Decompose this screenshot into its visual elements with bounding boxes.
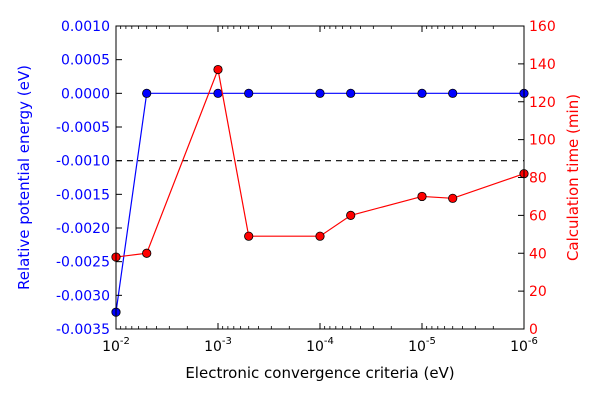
right-tick-label: 160	[529, 19, 556, 35]
data-point-left	[417, 88, 427, 98]
series-line-left	[115, 92, 524, 313]
x-tick-label: 10-4	[306, 336, 334, 355]
data-point-left	[244, 88, 254, 98]
data-point-left	[213, 88, 223, 98]
x-axis-label: Electronic convergence criteria (eV)	[185, 364, 454, 382]
right-tick-label: 60	[529, 208, 547, 224]
right-tick-label: 120	[529, 95, 556, 111]
x-axis-ticks: 10-2 10-3 10-4 10-5 10-6	[102, 26, 538, 355]
right-tick-label: 40	[529, 246, 547, 262]
left-tick-label: -0.0025	[56, 255, 110, 271]
data-point-right	[213, 64, 223, 75]
data-point-right	[417, 191, 427, 202]
data-point-left	[142, 88, 152, 98]
x-tick-label: 10-6	[510, 336, 538, 355]
left-tick-label: -0.0010	[56, 154, 110, 170]
left-tick-label: 0.0000	[61, 86, 110, 102]
left-tick-label: -0.0035	[56, 322, 110, 338]
data-point-right	[244, 231, 254, 241]
right-axis-ticks: 160 140 120 100 80 60 40 20 0	[518, 19, 556, 338]
data-point-right	[448, 193, 458, 203]
x-tick-label: 10-5	[408, 336, 436, 355]
x-tick-label: 10-2	[102, 336, 130, 355]
left-axis-ticks: 0.0010 0.0005 0.0000 -0.0005 -0.0010 -0.0015 -…	[56, 19, 122, 338]
left-axis-label: Relative potential energy (eV)	[15, 65, 33, 290]
right-tick-label: 0	[529, 322, 538, 338]
data-point-right	[315, 231, 325, 241]
left-tick-label: 0.0005	[61, 53, 110, 69]
right-axis-label: Calculation time (min)	[564, 94, 582, 261]
left-tick-label: 0.0010	[61, 19, 110, 35]
left-tick-label: -0.0005	[56, 120, 110, 136]
x-tick-label: 10-3	[204, 336, 232, 355]
plot-frame	[115, 25, 525, 330]
left-tick-label: -0.0020	[56, 221, 110, 237]
data-point-right	[346, 210, 356, 220]
left-tick-label: -0.0030	[56, 288, 110, 304]
plot-area	[111, 64, 529, 317]
right-tick-label: 140	[529, 57, 556, 73]
left-tick-label: -0.0015	[56, 187, 110, 203]
data-point-left	[346, 88, 356, 98]
right-tick-label: 20	[529, 284, 547, 300]
data-point-right	[142, 248, 152, 258]
right-tick-label: 80	[529, 171, 547, 187]
right-tick-label: 100	[529, 133, 556, 149]
data-point-left	[448, 88, 458, 98]
data-point-left	[315, 88, 325, 98]
